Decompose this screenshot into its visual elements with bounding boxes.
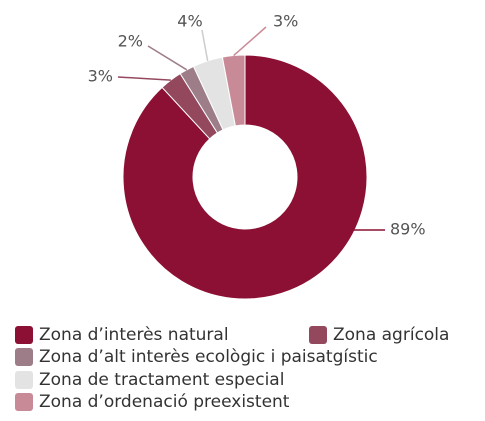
legend-swatch — [15, 393, 33, 411]
legend-label: Zona agrícola — [333, 325, 449, 345]
donut-slice — [221, 54, 246, 127]
leader-line — [201, 29, 209, 61]
leader-line — [147, 45, 188, 71]
data-label: 89% — [390, 220, 426, 239]
legend-label: Zona de tractament especial — [39, 370, 284, 390]
legend-label: Zona d’ordenació preexistent — [39, 392, 290, 412]
legend-label: Zona d’interès natural — [39, 325, 229, 345]
data-label: 3% — [88, 67, 113, 86]
legend-label: Zona d’alt interès ecològic i paisatgíst… — [39, 347, 378, 367]
data-label: 2% — [118, 32, 143, 51]
legend-swatch — [15, 371, 33, 389]
legend-swatch — [15, 348, 33, 366]
leader-line — [233, 26, 267, 57]
legend-swatch — [309, 326, 327, 344]
leader-line — [117, 76, 171, 81]
legend-swatch — [15, 326, 33, 344]
donut-slice — [122, 54, 368, 300]
data-label: 3% — [273, 12, 298, 31]
data-label: 4% — [177, 12, 202, 31]
